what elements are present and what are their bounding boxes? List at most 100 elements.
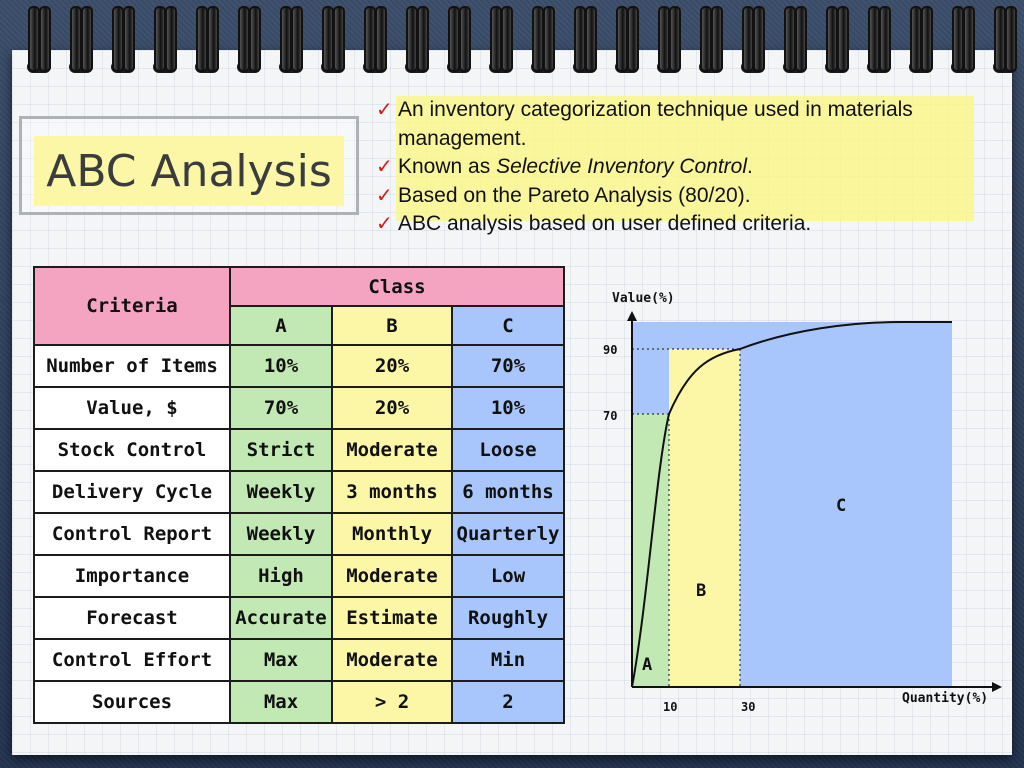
binding-ring-icon xyxy=(948,6,978,76)
class-a-cell: Accurate xyxy=(229,596,333,640)
binding-ring-icon xyxy=(864,6,894,76)
x-axis-label: Quantity(%) xyxy=(902,691,988,706)
class-c-cell: 6 months xyxy=(451,470,565,514)
criteria-cell: Number of Items xyxy=(33,344,231,388)
binding-ring-icon xyxy=(360,6,390,76)
bullet-highlight xyxy=(396,96,974,221)
binding-ring-icon xyxy=(906,6,936,76)
binding-ring-icon xyxy=(822,6,852,76)
class-a-cell: Weekly xyxy=(229,470,333,514)
class-a-cell: High xyxy=(229,554,333,598)
class-b-cell: > 2 xyxy=(331,680,453,724)
bullet-emphasis: Selective Inventory Control xyxy=(496,155,748,178)
spiral-binding xyxy=(0,0,1024,90)
class-c-cell: 70% xyxy=(451,344,565,388)
class-b-cell: 20% xyxy=(331,386,453,430)
class-a-cell: Weekly xyxy=(229,512,333,556)
binding-ring-icon xyxy=(486,6,516,76)
class-c-header: C xyxy=(451,305,565,346)
checkmark-icon: ✓ xyxy=(376,184,393,207)
bullet-item: ✓ Based on the Pareto Analysis (80/20). xyxy=(366,182,978,211)
class-c-cell: Quarterly xyxy=(451,512,565,556)
criteria-cell: Delivery Cycle xyxy=(33,470,231,514)
checkmark-icon: ✓ xyxy=(376,213,393,235)
table-row: Control Report Weekly Monthly Quarterly xyxy=(33,512,565,556)
region-a-top xyxy=(632,322,669,414)
class-b-cell: 3 months xyxy=(331,470,453,514)
criteria-cell: Control Effort xyxy=(33,638,231,682)
region-b-label: B xyxy=(696,581,706,601)
binding-ring-icon xyxy=(528,6,558,76)
class-c-cell: 2 xyxy=(451,680,565,724)
y-axis-label: Value(%) xyxy=(612,291,675,306)
criteria-cell: Forecast xyxy=(33,596,231,640)
page-title: ABC Analysis xyxy=(34,136,344,206)
class-a-cell: Strict xyxy=(229,428,333,472)
bullet-text: ABC analysis based on user defined crite… xyxy=(398,212,812,235)
criteria-cell: Stock Control xyxy=(33,428,231,472)
checkmark-icon: ✓ xyxy=(376,99,393,121)
binding-ring-icon xyxy=(192,6,222,76)
class-c-cell: Loose xyxy=(451,428,565,472)
abc-criteria-table: Criteria Class A B C Number of Items 10%… xyxy=(33,266,565,724)
y-tick-70: 70 xyxy=(603,409,617,423)
binding-ring-icon xyxy=(318,6,348,76)
bullet-item: ✓ An inventory categorization technique … xyxy=(366,96,978,153)
bullet-text: Based on the Pareto Analysis (80/20). xyxy=(398,183,751,207)
region-c-area xyxy=(740,322,952,687)
region-b-area xyxy=(669,322,740,687)
class-b-header: B xyxy=(331,305,453,346)
bullet-item: ✓ ABC analysis based on user defined cri… xyxy=(366,210,978,239)
region-b-top xyxy=(669,322,740,349)
class-a-cell: Max xyxy=(229,680,333,724)
binding-ring-icon xyxy=(402,6,432,76)
criteria-cell: Value, $ xyxy=(33,386,231,430)
pareto-curve xyxy=(631,321,952,688)
binding-ring-icon xyxy=(738,6,768,76)
criteria-cell: Control Report xyxy=(33,512,231,556)
class-b-cell: Moderate xyxy=(331,554,453,598)
table-row: Number of Items 10% 20% 70% xyxy=(33,344,565,388)
class-c-cell: Min xyxy=(451,638,565,682)
binding-ring-icon xyxy=(66,6,96,76)
class-b-cell: Moderate xyxy=(331,638,453,682)
class-header: Class xyxy=(229,266,565,307)
table-row: Importance High Moderate Low xyxy=(33,554,565,598)
class-a-cell: 10% xyxy=(229,344,333,388)
binding-ring-icon xyxy=(234,6,264,76)
class-c-cell: Roughly xyxy=(451,596,565,640)
binding-ring-icon xyxy=(150,6,180,76)
binding-ring-icon xyxy=(24,6,54,76)
checkmark-icon: ✓ xyxy=(376,156,393,178)
bullet-section: ✓ An inventory categorization technique … xyxy=(366,96,978,241)
class-a-cell: Max xyxy=(229,638,333,682)
table-row: Sources Max > 2 2 xyxy=(33,680,565,724)
region-c-label: C xyxy=(836,496,846,516)
x-axis-arrow xyxy=(992,682,1002,692)
table-row: Control Effort Max Moderate Min xyxy=(33,638,565,682)
binding-ring-icon xyxy=(108,6,138,76)
binding-ring-icon xyxy=(696,6,726,76)
bullet-text-end: . xyxy=(747,155,753,178)
criteria-cell: Sources xyxy=(33,680,231,724)
binding-ring-icon xyxy=(612,6,642,76)
region-a-label: A xyxy=(642,655,652,675)
table-row: Stock Control Strict Moderate Loose xyxy=(33,428,565,472)
bullet-list: ✓ An inventory categorization technique … xyxy=(366,96,978,239)
table-row: Value, $ 70% 20% 10% xyxy=(33,386,565,430)
table-row: Forecast Accurate Estimate Roughly xyxy=(33,596,565,640)
bullet-item: ✓ Known as Selective Inventory Control. xyxy=(366,153,978,182)
x-tick-10: 10 xyxy=(663,700,677,714)
criteria-cell: Importance xyxy=(33,554,231,598)
y-tick-90: 90 xyxy=(603,343,617,357)
binding-ring-icon xyxy=(570,6,600,76)
class-a-cell: 70% xyxy=(229,386,333,430)
y-axis-arrow xyxy=(627,311,637,321)
bullet-text: An inventory categorization technique us… xyxy=(398,98,913,150)
criteria-header: Criteria xyxy=(33,266,231,346)
class-b-cell: Estimate xyxy=(331,596,453,640)
binding-ring-icon xyxy=(780,6,810,76)
binding-ring-icon xyxy=(990,6,1020,76)
class-b-cell: 20% xyxy=(331,344,453,388)
class-c-cell: Low xyxy=(451,554,565,598)
